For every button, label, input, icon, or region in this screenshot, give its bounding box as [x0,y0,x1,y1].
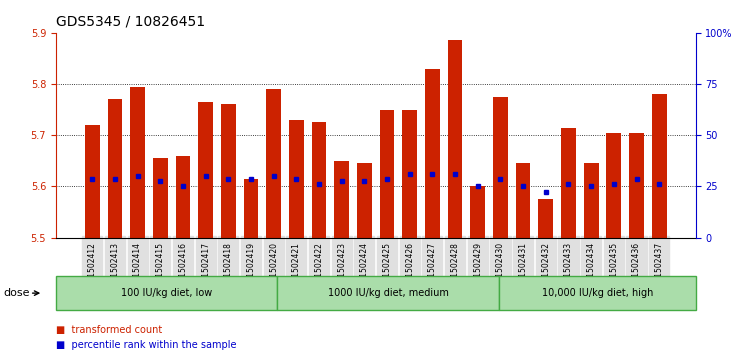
Text: 1000 IU/kg diet, medium: 1000 IU/kg diet, medium [327,288,449,298]
Bar [85,125,100,238]
Bar [606,132,621,238]
Bar [584,163,598,238]
Bar [357,163,372,238]
Bar [448,40,463,238]
Bar [289,120,304,238]
Text: 100 IU/kg diet, low: 100 IU/kg diet, low [121,288,212,298]
Bar [130,86,145,238]
Bar [221,105,236,238]
Bar [266,89,281,238]
Bar [539,199,554,238]
Bar [425,69,440,238]
Bar [198,102,213,238]
Text: GDS5345 / 10826451: GDS5345 / 10826451 [56,15,205,29]
Bar [516,163,530,238]
Bar [493,97,508,238]
Text: ■  percentile rank within the sample: ■ percentile rank within the sample [56,340,237,350]
Bar [176,156,190,238]
Bar [334,161,349,238]
Bar [652,94,667,238]
Bar [403,110,417,238]
Bar [153,158,167,238]
Text: 10,000 IU/kg diet, high: 10,000 IU/kg diet, high [542,288,653,298]
Text: dose: dose [3,288,30,298]
Bar [561,127,576,238]
Bar [379,110,394,238]
Bar [108,99,122,238]
Bar [243,179,258,238]
Bar [470,187,485,238]
Bar [629,132,644,238]
Bar [312,122,327,238]
Text: ■  transformed count: ■ transformed count [56,325,162,335]
